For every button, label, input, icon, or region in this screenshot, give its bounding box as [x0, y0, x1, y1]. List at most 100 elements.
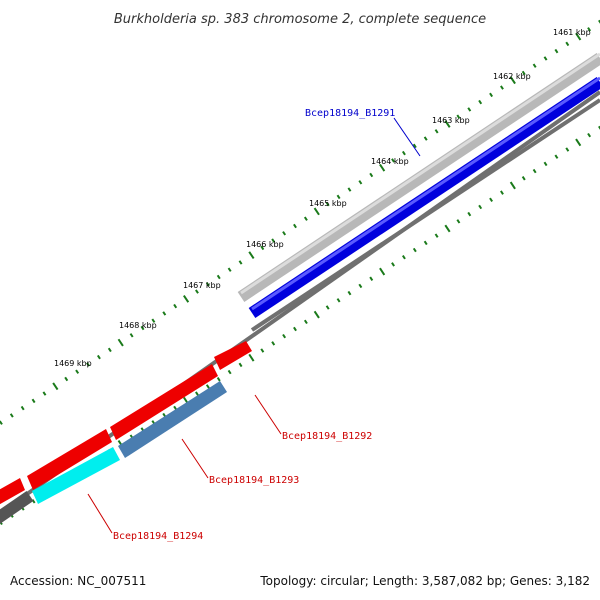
cds-reverse-2: [110, 364, 218, 440]
tick-mark: [565, 41, 570, 47]
tick-mark: [271, 238, 276, 243]
tick-mark: [391, 158, 395, 163]
tick-mark: [162, 311, 167, 316]
tick-mark: [336, 298, 341, 303]
tick-mark: [434, 233, 439, 238]
tick-mark: [107, 347, 112, 353]
tick-mark: [467, 211, 472, 217]
tick-mark: [489, 92, 494, 98]
tick-mark: [598, 19, 600, 24]
tick-mark: [509, 76, 516, 85]
tick-mark: [358, 180, 363, 185]
tick-mark: [456, 219, 461, 224]
lower-ring: [250, 98, 600, 332]
leader-b1291: [393, 117, 421, 157]
tick-mark: [205, 384, 210, 389]
tick-label: 1467 kbp: [183, 281, 221, 290]
tick-label: 1466 kbp: [246, 240, 284, 249]
tick-mark: [216, 377, 221, 382]
tick-mark: [129, 333, 134, 338]
tick-mark: [216, 274, 221, 280]
tick-label: 1461 kbp: [553, 28, 591, 37]
tick-mark: [401, 150, 406, 156]
tick-mark: [456, 114, 461, 119]
cds-reverse-group: [0, 341, 252, 505]
tick-label: 1469 kbp: [54, 359, 92, 368]
tick-label: 1462 kbp: [493, 72, 531, 81]
leader-b1294: [87, 493, 113, 534]
tick-mark: [205, 282, 210, 287]
tick-mark: [391, 262, 395, 267]
tick-mark: [379, 163, 386, 172]
tick-mark: [532, 168, 537, 174]
tick-mark: [313, 310, 320, 319]
tick-mark: [379, 267, 386, 276]
tick-mark: [444, 120, 451, 128]
tick-mark: [260, 348, 265, 353]
tick-mark: [227, 267, 232, 272]
tick-mark: [509, 181, 516, 190]
tick-mark: [183, 294, 190, 303]
feature-cyan: [32, 447, 120, 504]
gc-track-upper: [237, 53, 600, 302]
cds-reverse-3: [27, 429, 112, 490]
tick-mark: [282, 231, 287, 236]
tick-mark: [117, 338, 124, 347]
tick-label: 1465 kbp: [309, 199, 347, 208]
tick-mark: [173, 303, 178, 309]
tick-mark: [500, 190, 504, 195]
leader-b1292: [254, 394, 282, 435]
tick-mark: [467, 107, 472, 112]
backbone-dark-left: [0, 491, 34, 524]
tick-mark: [325, 201, 330, 207]
gene-label-b1294: Bcep18194_B1294: [113, 531, 203, 542]
tick-mark: [347, 187, 352, 192]
tick-mark: [52, 382, 59, 391]
gene-label-b1291: Bcep18194_B1291: [305, 108, 395, 119]
tick-mark: [412, 247, 417, 253]
tick-mark: [173, 405, 178, 411]
tick-mark: [238, 260, 243, 265]
tick-mark: [575, 138, 582, 147]
tick-labels: 1461 kbp 1462 kbp 1463 kbp 1464 kbp 1465…: [54, 28, 591, 368]
tick-mark: [401, 254, 406, 260]
tick-mark: [587, 132, 592, 138]
gc-track-upper-highlight: [240, 52, 600, 295]
tick-mark: [521, 176, 526, 181]
tick-mark: [478, 204, 483, 210]
map-title: Burkholderia sp. 383 chromosome 2, compl…: [114, 12, 486, 27]
accession-text: Accession: NC_007511: [10, 574, 147, 588]
tick-mark: [195, 289, 199, 294]
tick-mark: [500, 85, 504, 90]
tick-label: 1463 kbp: [432, 116, 470, 125]
tick-mark: [64, 376, 69, 382]
tick-mark: [96, 354, 101, 360]
tick-mark: [358, 283, 363, 289]
gene-label-b1292: Bcep18194_B1292: [282, 431, 372, 442]
tick-mark: [587, 27, 592, 32]
tick-mark: [293, 326, 297, 332]
tick-mark: [20, 405, 25, 411]
tick-mark: [489, 197, 494, 203]
cds-forward: [248, 77, 600, 318]
gene-label-b1293: Bcep18194_B1293: [209, 475, 299, 486]
topology-summary: Topology: circular; Length: 3,587,082 bp…: [260, 574, 590, 588]
tick-label: 1468 kbp: [119, 321, 157, 330]
tick-mark: [532, 63, 537, 68]
tick-mark: [444, 224, 451, 233]
tick-mark: [543, 161, 548, 167]
tick-mark: [238, 362, 243, 368]
tick-mark: [0, 420, 3, 425]
tick-mark: [434, 129, 439, 134]
tick-mark: [282, 333, 287, 339]
tick-mark: [9, 413, 14, 418]
tick-mark: [347, 290, 352, 296]
tick-mark: [42, 391, 47, 396]
tick-mark: [151, 318, 156, 323]
tick-mark: [336, 194, 341, 200]
tick-mark: [521, 70, 526, 76]
tick-mark: [369, 276, 374, 281]
tick-mark: [598, 125, 600, 130]
tick-mark: [75, 369, 80, 374]
